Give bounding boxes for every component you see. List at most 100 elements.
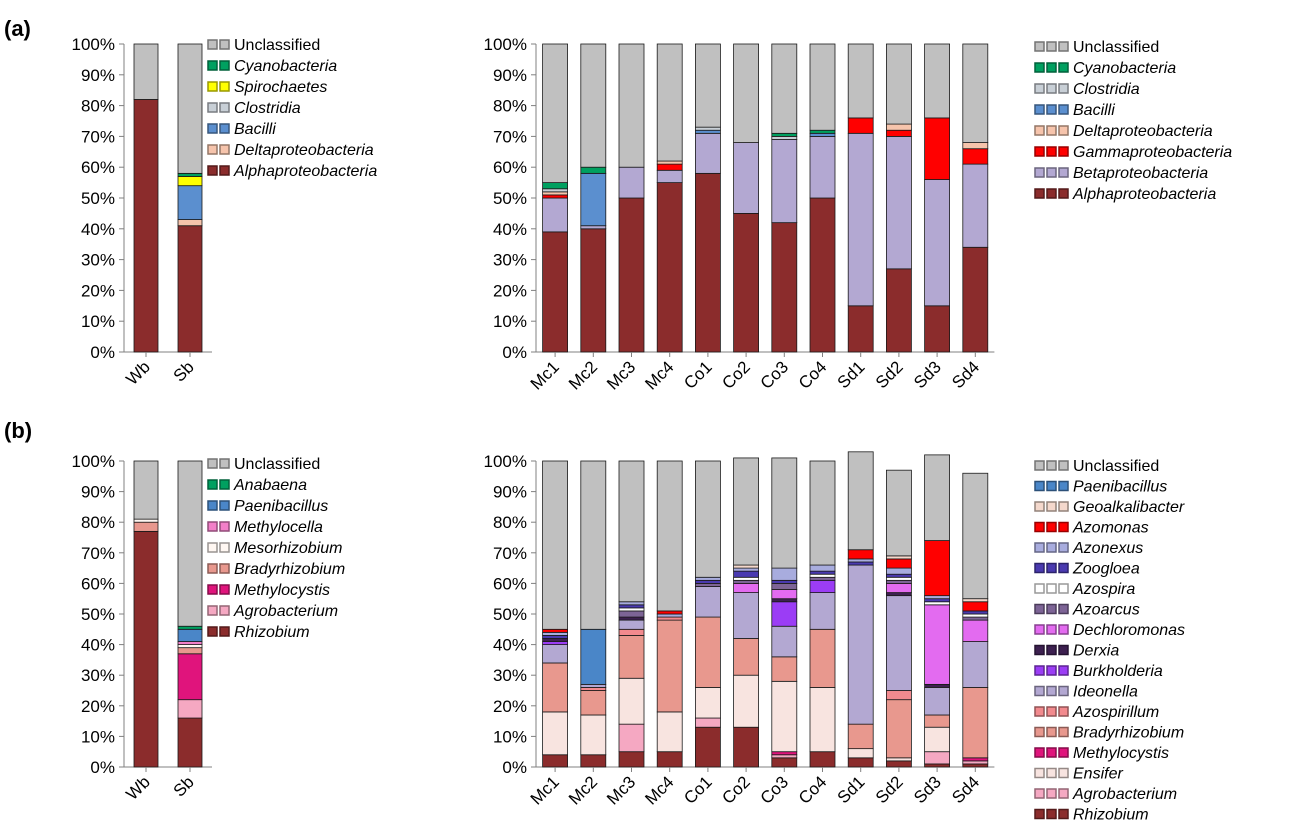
bar-segment-sd3-ideonella	[924, 687, 950, 716]
legend-label: Azospirillum	[1072, 704, 1159, 721]
legend-item-bradyrhizobium: Bradyrhizobium	[1034, 725, 1184, 742]
bar-segment-sb-bradyrhizobium	[177, 647, 203, 655]
bar-segment-co4-ensifer	[809, 687, 836, 753]
legend-swatch	[207, 102, 218, 113]
legend-swatch	[1046, 624, 1057, 635]
legend-label: Cyanobacteria	[234, 58, 337, 75]
legend-swatch	[1058, 644, 1069, 656]
legend-swatch	[1046, 167, 1057, 178]
legend-swatch	[1046, 83, 1057, 94]
legend-swatch	[1058, 726, 1069, 738]
bar-segment-mc1-rhizobium	[542, 754, 568, 768]
bar-segment-co2-dechloromonas	[733, 583, 759, 593]
legend-item-spirochaetes: Spirochaetes	[207, 79, 327, 96]
legend-swatch	[1046, 480, 1057, 492]
legend-label: Unclassified	[1073, 458, 1159, 475]
bar-segment-wb-mesorhizobium	[133, 518, 159, 523]
bar-segment-sd1-ensifer	[847, 748, 874, 759]
legend-swatch	[207, 542, 218, 553]
legend-item-clostridia: Clostridia	[207, 100, 301, 117]
legend-swatch	[1034, 583, 1045, 594]
bar-segment-sd2-rhizobium	[886, 760, 912, 768]
legend-swatch	[1034, 521, 1045, 533]
bar-segment-co4-ideonella	[809, 592, 836, 630]
y-tick-label: 50%	[493, 605, 527, 624]
chart-b-left: 0% 10% 20% 30% 40% 50% 60% 70% 80% 90% 100% Wb Sb Unc…	[72, 452, 346, 804]
bar-segment-mc3-azospirillum	[618, 628, 645, 636]
legend-item-bacilli: Bacilli	[207, 121, 276, 138]
bar-segment-sd2-derxia	[886, 592, 912, 597]
legend-label: Spirochaetes	[234, 79, 327, 96]
bar-segment-co2-bradyrhizobium	[733, 638, 759, 676]
bar-segment-co3-azonexus	[771, 567, 798, 581]
legend-swatch	[1046, 767, 1057, 779]
bar-segment-co4-zoogloea	[809, 570, 836, 575]
legend-swatch	[1034, 41, 1045, 52]
legend-label: Ideonella	[1073, 684, 1138, 701]
legend-label: Paenibacillus	[1073, 479, 1167, 496]
bar-segment-sb-methylocystis	[177, 653, 203, 701]
legend-swatch	[1034, 603, 1045, 615]
legend-swatch	[1046, 521, 1057, 533]
legend-item-deltaproteobacteria: Deltaproteobacteria	[1034, 123, 1213, 140]
legend-item-bradyrhizobium: Bradyrhizobium	[207, 561, 345, 578]
legend-label: Bacilli	[234, 121, 276, 138]
bar-segment-mc1-zoogloea	[542, 635, 568, 639]
bar-segment-mc2-alphaproteobacteria	[580, 228, 607, 353]
bar-segment-mc1-derxia	[542, 638, 568, 642]
bar-segment-sd3-unclassified	[924, 43, 950, 119]
bar-segment-sb-spirochaetes	[177, 176, 203, 187]
legend-swatch	[1046, 562, 1057, 574]
bar-segment-mc2-bacilli	[580, 172, 607, 227]
y-tick-label: 90%	[81, 483, 115, 502]
y-tick-label: 30%	[81, 251, 115, 270]
bar-segment-co4-rhizobium	[809, 751, 836, 768]
bar-segment-co3-burkholderia	[771, 601, 798, 627]
y-tick-label: 0%	[502, 343, 527, 362]
legend-swatch	[1058, 83, 1069, 94]
y-tick-label: 100%	[484, 35, 527, 54]
legend-swatch	[219, 605, 230, 616]
bar-segment-co2-betaproteobacteria	[733, 142, 759, 214]
bar-segment-sd2-geoalkalibacter	[886, 555, 912, 560]
bar-segment-co1-agrobacterium	[695, 717, 721, 728]
y-tick-label: 80%	[81, 97, 115, 116]
x-tick-label-sb: Sb	[170, 357, 198, 385]
bar-segment-mc4-rhizobium	[656, 751, 683, 768]
legend-swatch	[1058, 583, 1069, 594]
bar-segment-sd2-azospirillum	[886, 690, 912, 701]
legend-swatch	[1034, 685, 1045, 697]
bar-segment-co3-zoogloea	[771, 579, 798, 584]
legend-swatch	[1046, 706, 1057, 717]
bar-segment-mc4-alphaproteobacteria	[656, 182, 683, 353]
x-tick-label-mc1: Mc1	[527, 357, 563, 393]
legend-swatch	[1046, 747, 1057, 758]
bar-segment-co3-ensifer	[771, 680, 798, 753]
bar-segment-sd4-bradyrhizobium	[962, 687, 989, 759]
bar-segment-sb-agrobacterium	[177, 699, 203, 719]
legend-swatch	[219, 144, 230, 155]
legend-swatch	[219, 479, 230, 490]
legend-swatch	[1058, 562, 1069, 574]
chart-b-right: 0%10%20%30%40%50%60%70%80%90%100%Mc1 Mc2 M…	[484, 451, 1185, 824]
y-tick-label: 80%	[493, 513, 527, 532]
legend-label: Azomonas	[1072, 520, 1149, 537]
bar-segment-sd4-azoarcus	[962, 616, 989, 621]
bar-segment-sb-rhizobium	[177, 717, 203, 768]
bar-segment-sd4-alphaproteobacteria	[962, 246, 989, 353]
legend-swatch	[1034, 62, 1045, 73]
bar-segment-co1-unclassified	[695, 43, 721, 128]
x-tick-label-mc4: Mc4	[641, 772, 677, 808]
y-tick-label: 40%	[81, 220, 115, 239]
bar-segment-sb-cyanobacteria	[177, 172, 203, 177]
legend-swatch	[1058, 685, 1069, 697]
bar-segment-sd2-dechloromonas	[886, 583, 912, 593]
bar-segment-sd4-azomonas	[962, 601, 989, 612]
legend-label: Dechloromonas	[1073, 622, 1185, 639]
bar-segment-mc4-ensifer	[656, 711, 683, 753]
bar-segment-co1-rhizobium	[695, 726, 721, 768]
legend-swatch	[1046, 542, 1057, 553]
legend-swatch	[1034, 188, 1045, 199]
legend-swatch	[1046, 603, 1057, 615]
bar-segment-sd3-gammaproteobacteria	[924, 117, 950, 180]
